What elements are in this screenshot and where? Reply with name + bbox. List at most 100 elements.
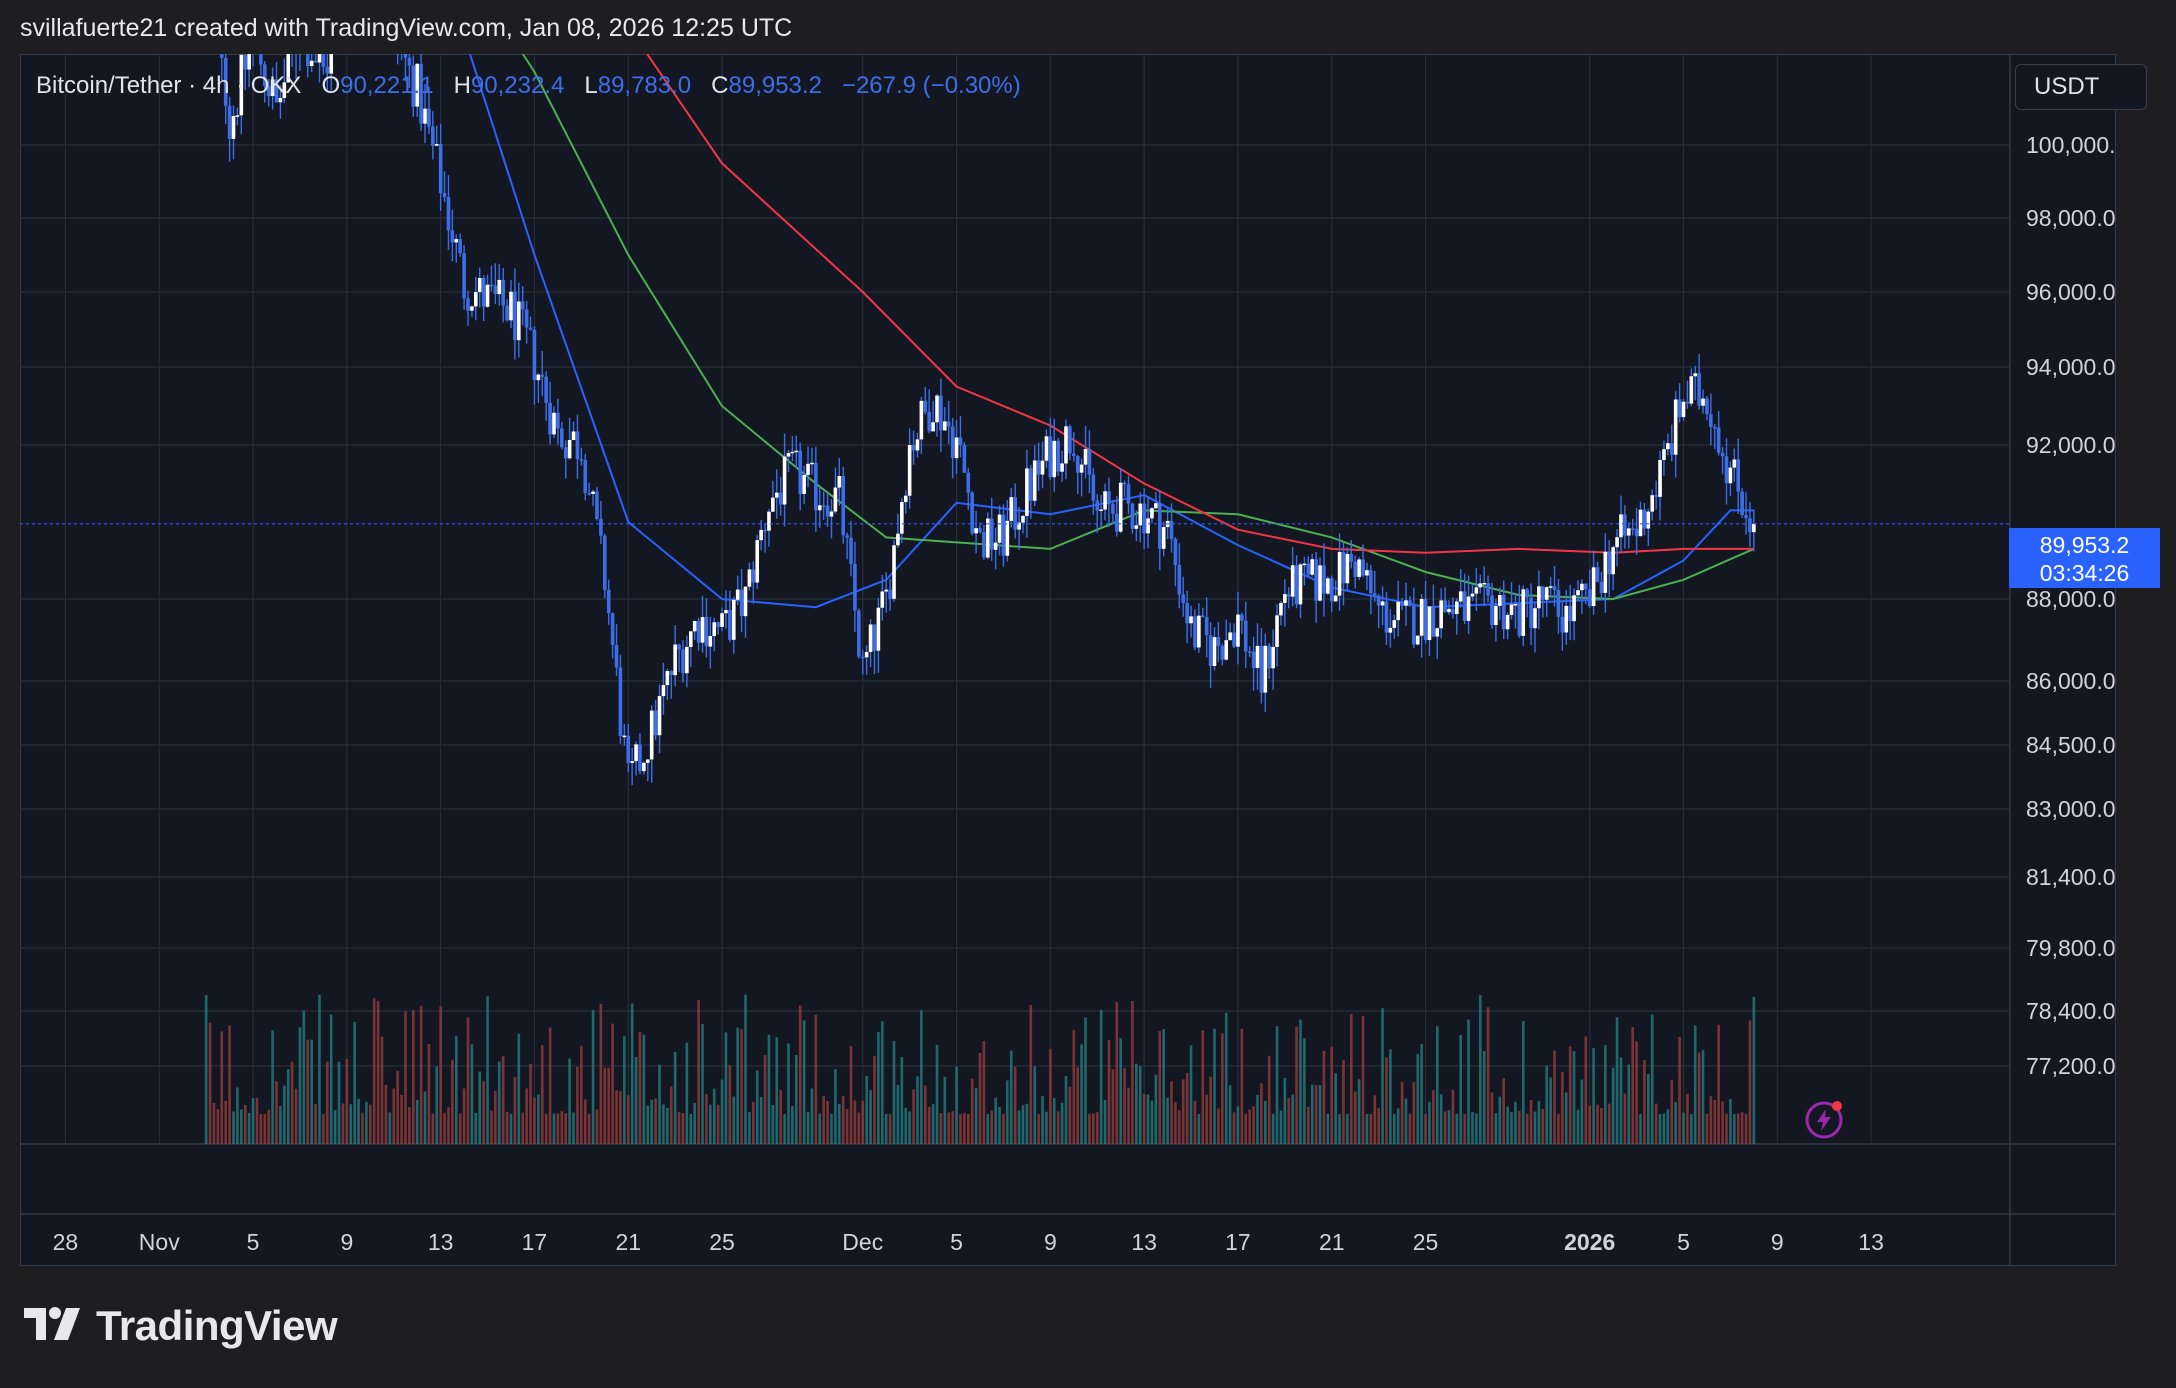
volume-bar [1217,1108,1220,1144]
candle-body [1087,449,1092,475]
volume-bar [798,1005,802,1144]
candle-body [1646,511,1651,529]
candle-body [1439,600,1443,629]
volume-bar [224,1100,227,1144]
symbol-label[interactable]: Bitcoin/Tether · 4h · OKX [36,72,302,99]
candle-body [1247,651,1252,653]
volume-bar [1232,1112,1236,1144]
candle-body [1638,509,1643,537]
candle-body [1091,474,1096,501]
close-prefix: C [711,72,729,99]
volume-bar [251,1098,255,1144]
last-price-badge: 89,953.2 03:34:26 [2009,528,2160,588]
volume-bar [1561,1071,1564,1144]
volume-bar [1072,1029,1076,1144]
volume-bar [1240,1028,1244,1144]
candle-body [1533,608,1537,629]
candle-body [1537,586,1541,609]
volume-bar [1201,1030,1205,1144]
candle-body [470,306,474,311]
candle-body [1470,593,1475,597]
candle-body [1236,614,1240,647]
candle-body [1427,606,1432,641]
time-tick-label: 5 [950,1229,963,1255]
volume-bar [1193,1100,1197,1144]
volume-bar [1342,1060,1345,1144]
candle-body [1412,605,1416,645]
price-chart[interactable]: 100,000.0 98,000.0 96,000.0 94,000.0 92,000.… [20,54,2116,1266]
candle-body [321,54,326,67]
volume-bar [1361,1015,1365,1144]
candle-body [837,476,842,488]
volume-bar [1713,1099,1717,1144]
candle-body [645,759,650,763]
volume-bar [1650,1014,1654,1144]
candle-body [1732,459,1737,468]
volume-bar [791,1106,794,1144]
candle-body [739,589,744,617]
volume-bar [1400,1081,1404,1144]
candle-body [1013,497,1017,530]
volume-bar [1017,1110,1021,1144]
lightning-icon[interactable] [1804,1100,1844,1140]
candle-body [1490,595,1494,626]
volume-bar [1670,1080,1674,1144]
candle-body [1607,551,1612,575]
time-tick-label: 13 [1858,1229,1884,1255]
candle-body [696,621,701,643]
volume-bar [310,1039,313,1144]
candle-body [1259,645,1264,693]
volume-bar [1396,1108,1400,1144]
candle-body [1576,590,1580,596]
candle-body [622,735,627,738]
candle-body [1466,596,1471,621]
candle-body [962,444,967,473]
volume-bar [834,1068,837,1144]
price-tick-label: 83,000.0 [2026,796,2116,822]
volume-bar [1029,1005,1033,1144]
volume-bar [728,1065,732,1144]
candle-body [802,474,806,494]
candle-body [274,79,279,103]
candle-body [1005,520,1010,556]
volume-bar [1643,1059,1646,1144]
candle-body [431,126,435,146]
volume-bar [322,1113,325,1144]
volume-bar [1158,1031,1162,1144]
volume-bar [1166,1097,1169,1144]
candle-body [462,253,466,299]
volume-bar [1662,1113,1666,1144]
candle-body [1740,491,1744,516]
volume-bar [1701,1050,1705,1144]
volume-bar [1545,1065,1549,1144]
candle-body [1224,640,1229,660]
volume-bar [1115,1002,1119,1144]
volume-bar [1209,1076,1212,1144]
candle-body [1498,595,1502,606]
time-tick-label: 28 [53,1229,79,1255]
volume-bar [353,1021,356,1144]
volume-bar [1260,1083,1263,1144]
tradingview-logo-icon [24,1307,80,1340]
candle-body [989,518,994,550]
candle-body [1271,646,1275,669]
volume-bar [470,1044,474,1144]
candle-body [806,463,810,475]
candle-body [1677,399,1682,418]
candle-body [1177,564,1182,595]
time-tick-label: 9 [1771,1229,1784,1255]
candle-body [1322,565,1326,594]
candle-body [1306,563,1311,575]
candle-body [1228,632,1232,641]
currency-button[interactable]: USDT [2015,64,2147,110]
volume-bar [1392,1113,1396,1144]
volume-bar [1025,1103,1029,1144]
volume-bar [650,1099,653,1144]
candle-body [907,444,912,496]
candle-body [681,649,685,674]
volume-bar [482,1081,485,1144]
low-value: 89,783.0 [597,72,692,99]
volume-bar [1451,1089,1455,1144]
volume-bar [411,1009,415,1144]
candle-body [227,105,232,139]
